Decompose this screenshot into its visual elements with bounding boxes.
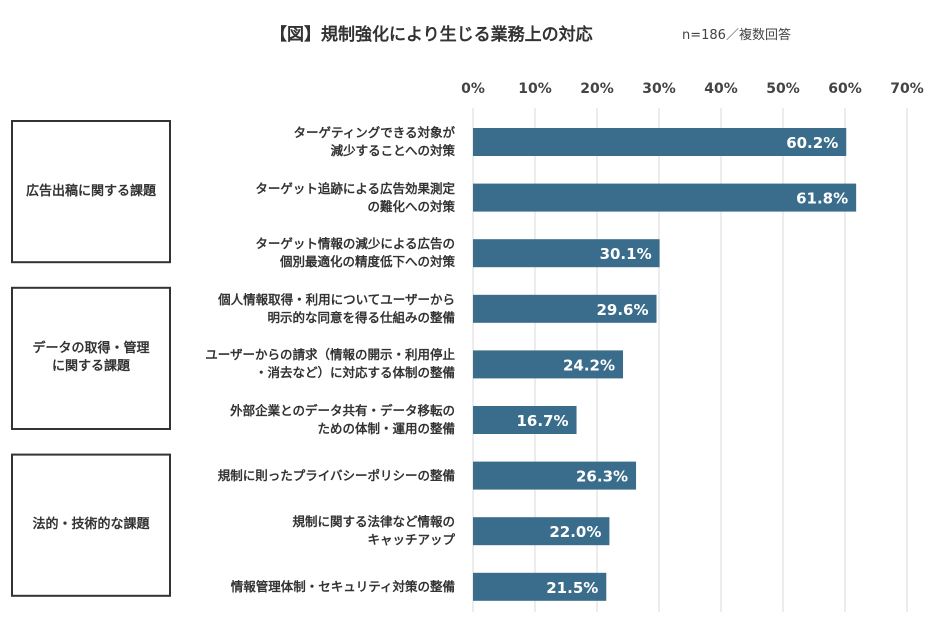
category-label: 規制に関する法律など情報の キャッチアップ: [292, 514, 455, 548]
bar: [473, 461, 637, 490]
bar: [473, 517, 610, 546]
value-label: 26.3%: [576, 468, 628, 486]
x-tick-label: 10%: [518, 81, 552, 97]
category-label: ターゲット追跡による広告効果測定 の難化への対策: [255, 180, 455, 214]
bar: [473, 294, 657, 323]
x-tick-label: 30%: [642, 81, 676, 97]
value-label: 24.2%: [563, 356, 615, 374]
category-label: 規制に則ったプライバシーポリシーの整備: [217, 467, 455, 483]
chart-subtitle: n=186／複数回答: [682, 28, 791, 43]
x-tick-label: 20%: [580, 81, 614, 97]
bar: [473, 239, 660, 268]
group-label: データの取得・管理 に関する課題: [32, 341, 150, 375]
bar: [473, 406, 577, 434]
chart-title: 【図】規制強化により生じる業務上の対応: [270, 25, 593, 45]
bar: [473, 128, 847, 156]
value-label: 21.5%: [546, 579, 598, 597]
x-tick-label: 60%: [828, 81, 862, 97]
value-label: 60.2%: [786, 134, 838, 152]
category-label: 外部企業とのデータ共有・データ移転の ための体制・運用の整備: [230, 403, 455, 436]
value-label: 16.7%: [516, 412, 568, 430]
group-box: [11, 286, 171, 430]
x-tick-label: 0%: [461, 81, 485, 97]
value-label: 30.1%: [600, 245, 652, 263]
category-label: ユーザーからの請求（情報の開示・利用停止 ・消去など）に対応する体制の整備: [205, 347, 455, 381]
value-label: 29.6%: [596, 301, 648, 319]
bar: [473, 572, 607, 601]
x-tick-label: 70%: [890, 81, 924, 97]
category-label: ターゲット情報の減少による広告の 個別最適化の精度低下への対策: [255, 236, 455, 270]
group-label: 法的・技術的な課題: [32, 517, 150, 533]
category-label: ターゲティングできる対象が 減少することへの対策: [293, 125, 455, 158]
x-tick-label: 40%: [704, 81, 738, 97]
group-label: 広告出稿に関する課題: [25, 183, 156, 199]
category-label: 個人情報取得・利用についてユーザーから 明示的な同意を得る仕組みの整備: [218, 291, 455, 325]
x-tick-label: 50%: [766, 81, 800, 97]
group-box: [11, 453, 171, 597]
bar: [473, 350, 624, 379]
value-label: 61.8%: [796, 190, 848, 208]
value-label: 22.0%: [549, 523, 601, 541]
group-box: [11, 120, 171, 264]
bar: [473, 183, 857, 212]
category-label: 情報管理体制・セキュリティ対策の整備: [230, 578, 455, 594]
